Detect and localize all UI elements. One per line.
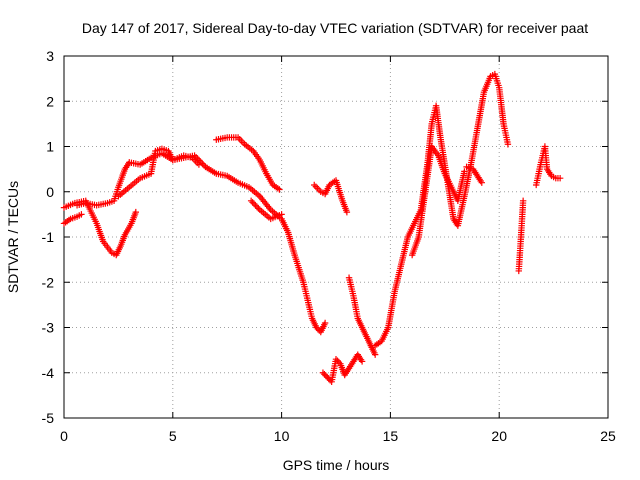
- series-arc-e: [213, 134, 283, 193]
- data-point: [504, 141, 512, 148]
- data-point: [478, 179, 485, 186]
- data-point: [252, 202, 259, 209]
- chart-title: Day 147 of 2017, Sidereal Day-to-day VTE…: [82, 20, 588, 36]
- data-point: [250, 200, 258, 208]
- data-point: [358, 358, 366, 365]
- data-point: [247, 197, 255, 204]
- y-tick-label: 1: [46, 139, 54, 155]
- y-tick-label: -5: [42, 410, 55, 426]
- x-tick-label: 0: [60, 428, 68, 444]
- data-point: [253, 203, 261, 211]
- y-tick-label: -1: [42, 229, 55, 245]
- data-point: [343, 208, 351, 216]
- data-points: [60, 70, 564, 385]
- series-arc-a: [60, 211, 85, 227]
- y-tick-label: -2: [42, 274, 55, 290]
- grid: [64, 56, 608, 418]
- x-tick-label: 5: [169, 428, 177, 444]
- series-arc-n: [532, 143, 564, 189]
- data-point: [321, 371, 328, 378]
- data-point: [278, 211, 285, 218]
- data-point: [249, 199, 256, 206]
- data-point: [78, 211, 85, 218]
- series-arc-d: [115, 145, 329, 336]
- series-arc-f: [247, 197, 285, 223]
- data-point: [321, 319, 329, 327]
- data-point: [255, 205, 262, 212]
- data-point: [319, 369, 327, 376]
- y-tick-labels: -5 -4 -3 -2 -1 0 1 2 3: [42, 48, 55, 426]
- y-tick-label: -3: [42, 320, 55, 336]
- data-point: [334, 357, 341, 364]
- series-arc-i: [345, 274, 379, 358]
- series-arc-k: [408, 143, 468, 259]
- series-arc-j: [371, 70, 512, 349]
- x-tick-label: 15: [383, 428, 399, 444]
- data-point: [276, 186, 283, 193]
- axis-ticks: [63, 55, 609, 419]
- series-arc-b: [60, 197, 140, 259]
- y-tick-label: -4: [42, 365, 55, 381]
- data-point: [519, 197, 527, 204]
- data-point: [325, 375, 332, 382]
- y-tick-label: 0: [46, 184, 54, 200]
- x-tick-label: 20: [491, 428, 507, 444]
- data-point: [371, 351, 379, 358]
- x-tick-labels: 0 5 10 15 20 25: [60, 428, 616, 444]
- data-point: [313, 324, 320, 331]
- x-tick-label: 25: [600, 428, 616, 444]
- y-axis-label: SDTVAR / TECUs: [5, 181, 21, 293]
- y-tick-label: 2: [46, 93, 54, 109]
- series-arc-h: [319, 351, 366, 385]
- data-point: [332, 355, 340, 363]
- series-arc-g: [311, 177, 351, 216]
- series-arc-l: [463, 163, 485, 186]
- series-arc-m: [515, 197, 527, 275]
- x-tick-label: 10: [274, 428, 290, 444]
- y-tick-label: 3: [46, 48, 54, 64]
- data-point: [132, 208, 140, 216]
- data-point: [335, 358, 343, 366]
- data-point: [314, 325, 322, 333]
- data-point: [556, 174, 564, 182]
- x-axis-label: GPS time / hours: [283, 457, 390, 473]
- data-point: [461, 168, 468, 175]
- data-point: [322, 372, 330, 379]
- data-point: [199, 160, 206, 167]
